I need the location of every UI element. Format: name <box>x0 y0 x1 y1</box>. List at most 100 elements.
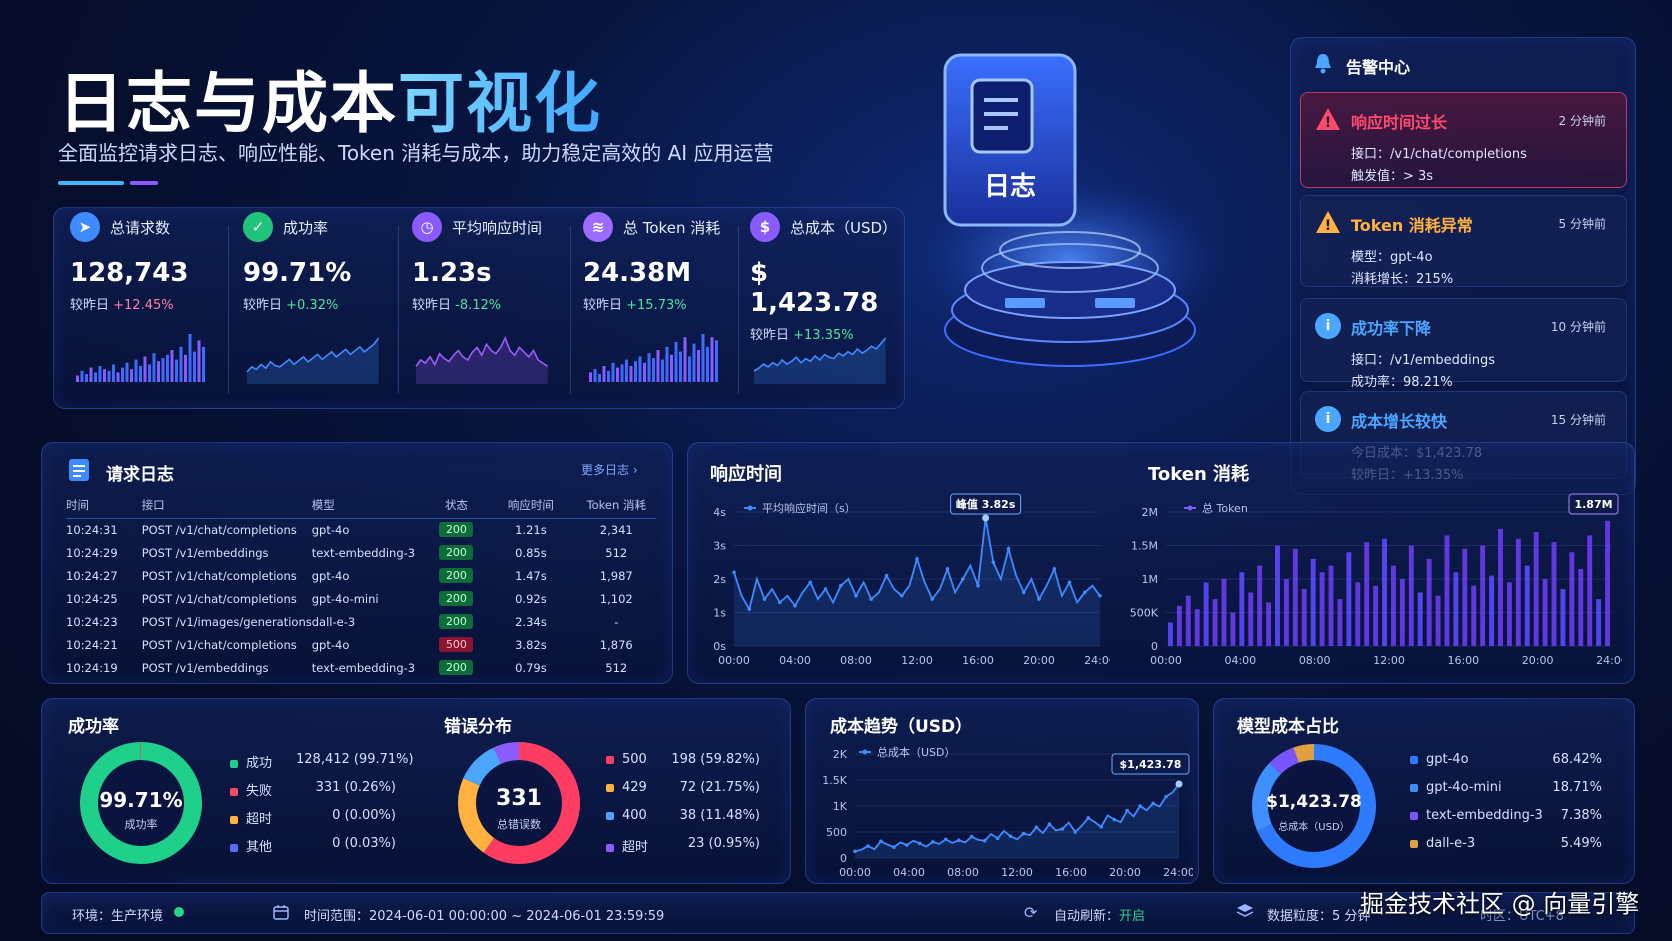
data-point <box>892 845 896 849</box>
legend-label: 总 Token <box>1202 501 1248 515</box>
legend-swatch <box>230 759 238 768</box>
chevron-right-icon: › <box>632 463 638 477</box>
cost-trend-chart: 0 500 1K 1.5K 2K 00:00 04:00 08:00 12:00 16:00 20:… <box>822 745 1193 879</box>
success-donut <box>80 742 202 864</box>
legend-item: 其他 <box>230 836 272 855</box>
x-tick-label: 08:00 <box>947 866 979 879</box>
line-area <box>734 518 1100 646</box>
token-chart: 0 500K 1M 1.5M 2M 00:00 04:00 08:00 12:00 16:00 20… <box>1130 493 1622 667</box>
spark-bar <box>116 372 120 382</box>
auto-refresh-value: 开启 <box>1119 909 1146 924</box>
legend-item: 400 <box>606 808 647 823</box>
legend-item: 500 <box>606 752 647 767</box>
table-cell: 10:24:29 <box>66 545 118 560</box>
legend-item: 429 <box>606 780 647 795</box>
spark-bar <box>184 354 187 382</box>
alert-item[interactable]: i 成功率下降 10 分钟前 接口：/v1/embeddings 成功率：98.21% <box>1300 298 1627 390</box>
spark-bar <box>175 359 178 382</box>
x-tick-label: 00:00 <box>1150 654 1182 667</box>
kpi-sparkline <box>246 337 380 384</box>
table-row[interactable]: 10:24:27 POST /v1/chat/completions gpt-4o 2… <box>66 564 656 587</box>
x-tick-label: 00:00 <box>718 654 750 667</box>
table-row[interactable]: 10:24:21 POST /v1/chat/completions gpt-4o 5… <box>66 633 656 656</box>
time-range[interactable]: 时间范围：2024-06-01 00:00:00 ~ 2024-06-01 23… <box>304 909 665 924</box>
kpi-sparkline <box>415 335 549 384</box>
table-row[interactable]: 10:24:19 POST /v1/embeddings text-embeddin… <box>66 656 656 679</box>
token-bar <box>1498 528 1503 646</box>
x-tick-label: 00:00 <box>839 866 871 879</box>
refresh-icon[interactable]: ⟳ <box>1024 903 1038 922</box>
data-point <box>943 837 948 842</box>
y-tick-label: 2M <box>1142 506 1159 519</box>
legend-label: dall-e-3 <box>1426 836 1476 851</box>
token-bar <box>1176 605 1182 646</box>
table-cell: 10:24:21 <box>66 637 118 652</box>
legend-label: 平均响应时间（s） <box>762 501 856 515</box>
table-cell: 512 <box>605 545 628 560</box>
spark-bar <box>706 346 709 382</box>
table-cell: 1.21s <box>515 522 547 537</box>
y-tick-label: 3s <box>713 540 726 553</box>
column-header: 响应时间 <box>485 492 577 519</box>
table-cell: gpt-4o <box>311 637 350 652</box>
legend-value: 0 (0.00%) <box>332 808 396 823</box>
spark-bar <box>94 372 97 382</box>
y-tick-label: 1K <box>833 800 848 813</box>
series-line <box>854 783 1180 853</box>
alert-item[interactable]: ! 响应时间过长 2 分钟前 接口：/v1/chat/completions 触发值：>… <box>1300 92 1627 188</box>
y-tick-label: 2s <box>713 573 726 586</box>
more-logs-link[interactable]: 更多日志 › <box>581 461 638 478</box>
kpi-divider <box>738 226 739 394</box>
table-cell: POST /v1/embeddings <box>141 660 269 675</box>
kpi-sparkline <box>589 334 718 382</box>
bell-icon <box>1313 52 1333 78</box>
alert-item[interactable]: ! Token 消耗异常 5 分钟前 模型：gpt-4o 消耗增长：215% <box>1300 195 1627 287</box>
table-cell: POST /v1/chat/completions <box>141 591 297 606</box>
table-row[interactable]: 10:24:25 POST /v1/chat/completions gpt-4o-… <box>66 587 656 610</box>
spark-bar <box>202 346 205 382</box>
spark-area <box>247 338 379 384</box>
alert-detail: 接口：/v1/chat/completions <box>1351 147 1527 162</box>
kpi-label: 平均响应时间 <box>452 218 543 237</box>
table-cell: 1.47s <box>515 568 547 583</box>
kpi-card: ◷ 平均响应时间 1.23s 较昨日 -8.12% <box>412 212 562 402</box>
legend-value: 18.71% <box>1552 780 1602 795</box>
data-point <box>808 580 813 585</box>
spark-bar <box>656 350 660 382</box>
token-bar <box>1221 579 1227 646</box>
layers-icon <box>1236 903 1254 923</box>
x-tick-label: 08:00 <box>840 654 872 667</box>
data-point <box>1164 794 1168 799</box>
token-bar <box>1382 538 1387 646</box>
table-row[interactable]: 10:24:31 POST /v1/chat/completions gpt-4o 2… <box>66 518 656 541</box>
info-icon: i <box>1315 313 1341 339</box>
error-distribution-title: 错误分布 <box>444 717 512 737</box>
legend-value: 0 (0.03%) <box>332 836 396 851</box>
x-tick-label: 24:00 <box>1163 866 1193 879</box>
page-title-main: 日志与成本 <box>58 65 398 142</box>
data-point <box>1037 597 1041 601</box>
table-row[interactable]: 10:24:23 POST /v1/images/generations dall-… <box>66 610 656 633</box>
y-tick-label: 1.5M <box>1131 540 1158 553</box>
spark-bar <box>107 370 111 382</box>
data-point <box>995 836 1000 841</box>
table-cell: 200 <box>428 518 486 541</box>
spark-bar <box>697 350 700 382</box>
spark-bar <box>112 364 115 382</box>
token-bar <box>1596 599 1602 646</box>
donut-slice <box>80 742 202 864</box>
kpi-head: ◷ 平均响应时间 <box>412 212 562 242</box>
data-point <box>884 573 889 578</box>
legend-item: text-embedding-3 <box>1410 808 1543 823</box>
token-bar <box>1355 582 1361 646</box>
kpi-label: 总 Token 消耗 <box>623 218 721 237</box>
line-area <box>855 784 1179 858</box>
center-badge-label: 日志 <box>984 172 1036 202</box>
more-logs-label: 更多日志 <box>581 463 630 477</box>
spark-bar <box>620 364 624 382</box>
spark-bar <box>629 366 633 382</box>
auto-refresh[interactable]: 自动刷新：开启 <box>1054 905 1145 924</box>
spark-bar <box>701 334 705 382</box>
table-row[interactable]: 10:24:29 POST /v1/embeddings text-embeddin… <box>66 541 656 564</box>
data-granularity[interactable]: 数据粒度：5 分钟 <box>1267 909 1371 924</box>
